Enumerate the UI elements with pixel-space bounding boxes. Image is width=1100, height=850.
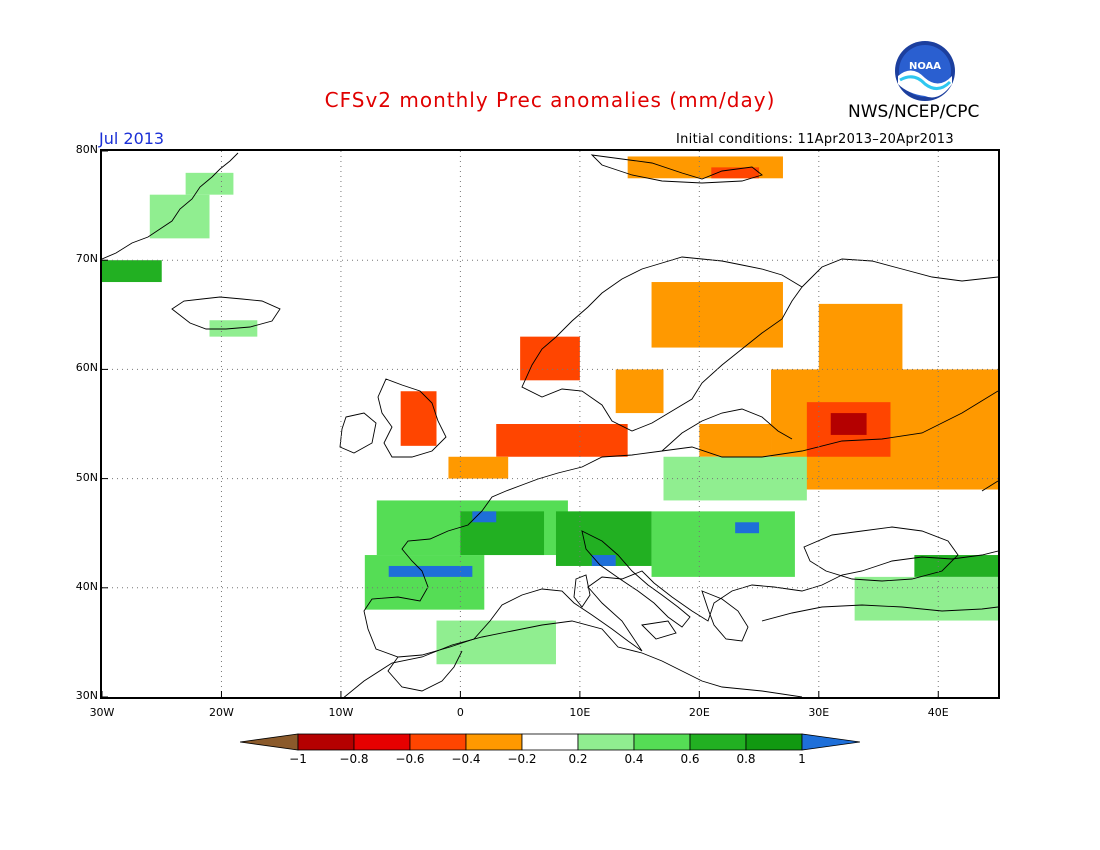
colorbar-label: −0.4 [451,752,481,766]
colorbar-label: 0.4 [624,752,644,766]
colorbar-swatch [409,733,467,751]
lat-label: 60N [75,361,98,375]
lon-label: 20E [688,706,710,719]
lat-label: 40N [75,579,98,593]
russia-north-coast [801,258,998,288]
anomaly-cell-pos1 [663,456,807,501]
anomaly-cell-pos2 [651,511,795,577]
lon-label: 0 [456,706,464,719]
lat-label: 50N [75,470,98,484]
colorbar-label: 0.6 [680,752,700,766]
anomaly-cell-neg2 [448,456,509,479]
lat-label: 80N [75,143,98,156]
map-title: CFSv2 monthly Prec anomalies (mm/day) [324,88,776,112]
colorbar-label: −0.2 [507,752,537,766]
colorbar-label: 0.2 [568,752,588,766]
anomaly-cell-neg2 [651,282,783,348]
initial-conditions: Initial conditions: 11Apr2013–20Apr2013 [676,132,954,147]
baltic-coast [661,408,793,452]
caspian-coast [981,480,998,492]
colorbar-swatch [521,733,579,751]
anomaly-cell-neg2 [699,424,772,457]
anomaly-cell-neg4 [830,413,867,435]
north-africa-coast [343,620,803,697]
anomaly-cell-neg3 [496,424,628,457]
anomaly-cell-neg3 [400,391,437,446]
colorbar-swatch [465,733,523,751]
lon-label: 20W [209,706,234,719]
anomaly-cell-pos1 [854,576,998,621]
turkey-coast [761,604,998,622]
anomaly-cell-pos4 [735,522,760,534]
colorbar-label: −0.8 [339,752,369,766]
lon-label: 10E [569,706,591,719]
great-britain-coast [377,378,447,458]
lon-label: 10W [328,706,354,719]
anomaly-cell-pos3 [914,555,998,577]
black-sea-coast [803,526,959,582]
agency-label: NWS/NCEP/CPC [848,102,980,122]
noaa-logo: NOAA [894,40,956,102]
lon-label: 30W [89,706,115,719]
colorbar-label: 0.8 [736,752,756,766]
anomaly-cell-pos1 [436,620,556,665]
colorbar-arrow-high [801,733,861,751]
colorbar-label: 1 [798,752,806,766]
colorbar-swatch [353,733,411,751]
greece-coast [701,590,749,642]
colorbar-swatch [297,733,355,751]
lat-label: 30N [75,689,98,702]
colorbar [239,732,861,756]
anomaly-cell-pos3 [102,260,162,283]
iceland-coast [171,296,281,330]
greenland-coast [102,152,239,260]
graticule [102,151,998,697]
anomaly-cell-neg2 [615,369,664,414]
anomaly-cell-pos4 [388,565,473,577]
anomaly-regions [102,156,998,665]
axis-ticks [102,151,939,697]
colorbar-swatch [633,733,691,751]
sicily-coast [641,620,677,640]
colorbar-swatch [577,733,635,751]
colorbar-label: −1 [289,752,307,766]
anomaly-cell-pos4 [591,555,616,566]
anomaly-cell-pos2 [364,555,485,610]
colorbar-arrow-low [239,733,299,751]
ireland-coast [339,412,377,454]
anomaly-cell-neg3 [711,167,760,179]
lon-label: 30E [808,706,830,719]
forecast-month: Jul 2013 [99,129,165,148]
lon-label: 40E [927,706,949,719]
sardinia-coast [573,574,591,608]
colorbar-swatch [689,733,747,751]
colorbar-swatch [745,733,803,751]
anomaly-cell-pos4 [472,511,497,523]
anomaly-cell-neg2 [627,156,783,179]
anomaly-cell-pos1 [185,172,234,195]
anomaly-cell-neg3 [520,336,580,381]
italy-coast [581,530,691,628]
anomaly-cell-pos1 [149,194,210,239]
noaa-logo-text: NOAA [909,61,941,72]
lat-label: 70N [75,252,98,266]
iberia-border [387,650,463,692]
anomaly-map [100,149,1000,699]
coastlines [102,152,998,697]
colorbar-swatches [239,733,861,751]
svalbard-coast [590,154,763,184]
colorbar-label: −0.6 [395,752,425,766]
